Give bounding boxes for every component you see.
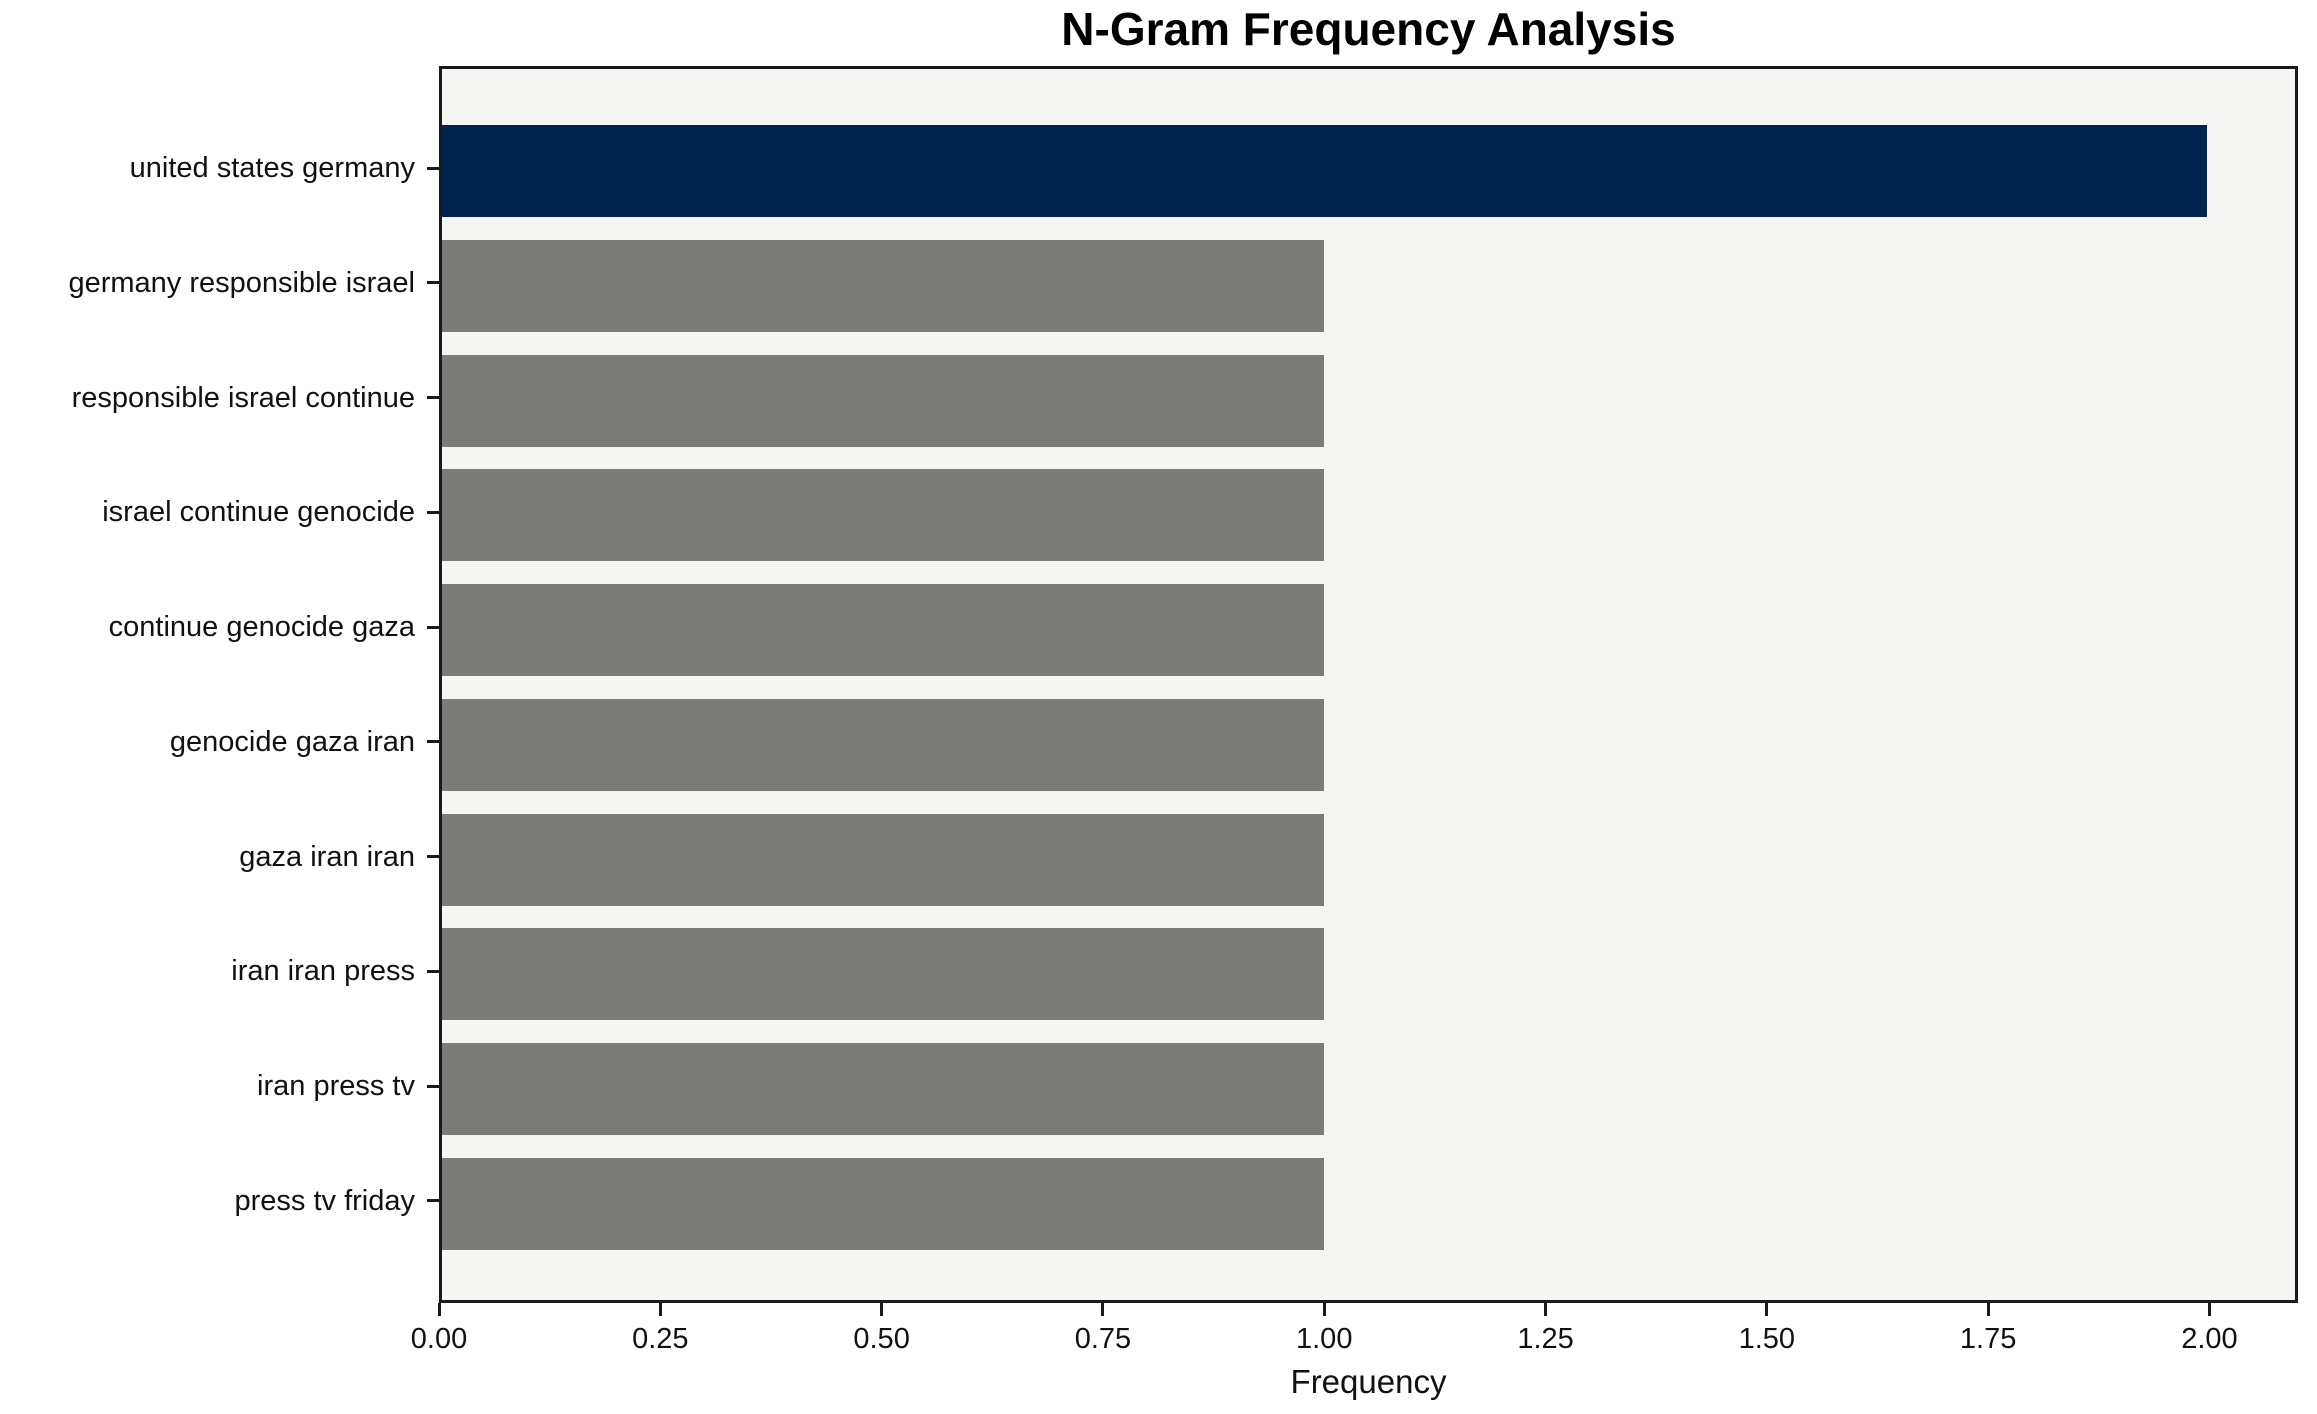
x-tick-label: 0.75 <box>1074 1323 1132 1355</box>
x-tick-label: 0.50 <box>853 1323 910 1355</box>
y-tick-mark <box>427 625 439 629</box>
y-tick-mark <box>427 1084 439 1088</box>
bar-genocide-gaza-iran <box>442 698 1325 791</box>
x-tick-label: 0.00 <box>410 1323 468 1355</box>
y-tick-label: iran press tv <box>257 1070 415 1103</box>
bar-israel-continue-genocide <box>442 469 1325 562</box>
bar-responsible-israel-continue <box>442 354 1325 447</box>
y-tick-mark <box>427 740 439 744</box>
y-tick-label: press tv friday <box>234 1184 416 1217</box>
y-tick-label: israel continue genocide <box>102 496 415 529</box>
y-tick-mark <box>427 969 439 973</box>
y-tick-label: continue genocide gaza <box>108 611 415 644</box>
y-tick-label: united states germany <box>129 152 415 185</box>
x-tick-mark <box>1765 1303 1769 1316</box>
x-tick-mark <box>880 1303 884 1316</box>
x-tick-mark <box>2207 1303 2211 1316</box>
y-tick-label: iran iran press <box>231 955 415 988</box>
x-tick-mark <box>1544 1303 1548 1316</box>
x-tick-mark <box>1986 1303 1990 1316</box>
x-tick-label: 1.00 <box>1296 1323 1353 1355</box>
bar-continue-genocide-gaza <box>442 584 1325 677</box>
y-tick-label: genocide gaza iran <box>169 725 415 758</box>
bar-germany-responsible-israel <box>442 239 1325 332</box>
x-tick-mark <box>437 1303 441 1316</box>
bar-press-tv-friday <box>442 1157 1325 1250</box>
y-tick-label: responsible israel continue <box>71 381 415 414</box>
bar-iran-press-tv <box>442 1043 1325 1136</box>
y-tick-mark <box>427 166 439 170</box>
x-tick-label: 1.75 <box>1959 1323 2017 1355</box>
y-tick-label: germany responsible israel <box>68 266 415 299</box>
x-tick-mark <box>658 1303 662 1316</box>
x-tick-label: 2.00 <box>2181 1323 2238 1355</box>
y-tick-mark <box>427 396 439 400</box>
y-tick-mark <box>427 281 439 285</box>
x-axis-label: Frequency <box>1290 1363 1447 1400</box>
x-tick-label: 0.25 <box>632 1323 689 1355</box>
x-tick-label: 1.50 <box>1738 1323 1796 1355</box>
bar-iran-iran-press <box>442 928 1325 1021</box>
y-tick-mark <box>427 510 439 514</box>
x-tick-mark <box>1322 1303 1326 1316</box>
x-tick-label: 1.25 <box>1517 1323 1574 1355</box>
y-tick-label: gaza iran iran <box>239 840 415 873</box>
plot-area <box>439 66 2298 1303</box>
y-tick-mark <box>427 855 439 859</box>
bar-united-states-germany <box>442 125 2207 218</box>
bar-gaza-iran-iran <box>442 813 1325 906</box>
chart-title: N-Gram Frequency Analysis <box>1061 3 1676 55</box>
x-tick-mark <box>1101 1303 1105 1316</box>
y-tick-mark <box>427 1199 439 1203</box>
